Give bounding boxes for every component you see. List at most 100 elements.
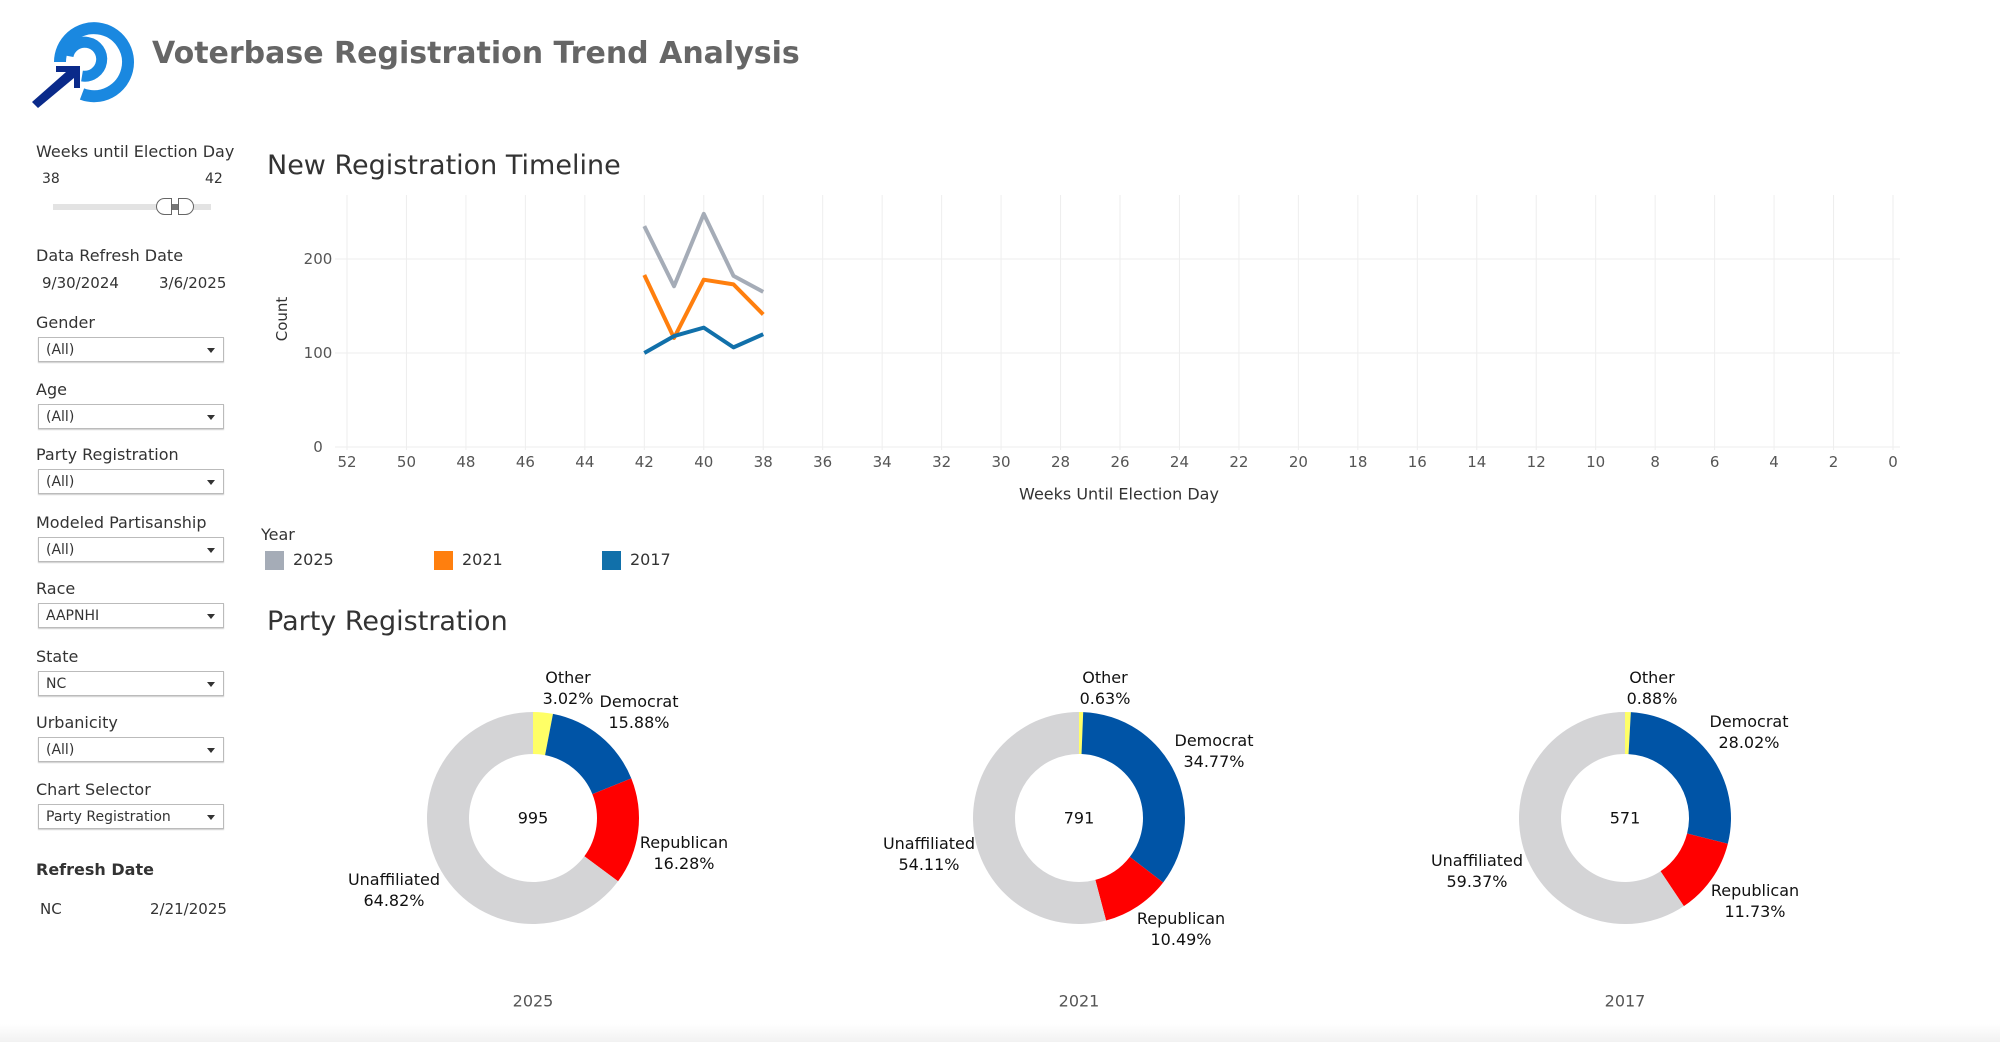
modeled-partisanship-label: Modeled Partisanship	[36, 513, 207, 532]
urbanicity-dropdown[interactable]: (All)	[38, 737, 224, 762]
weeks-max-value: 42	[205, 171, 223, 187]
x-tick-label: 48	[456, 453, 476, 471]
x-tick-label: 12	[1526, 453, 1546, 471]
x-tick-label: 40	[694, 453, 714, 471]
legend-swatch-2017[interactable]	[602, 551, 621, 570]
modeled-partisanship-value: (All)	[46, 542, 75, 558]
x-tick-label: 2	[1828, 453, 1839, 471]
slice-percent: 16.28%	[653, 854, 715, 873]
donut-slice-other[interactable]	[1079, 712, 1084, 755]
donut-label: Other 0.88%	[1627, 667, 1678, 709]
slice-name: Unaffiliated	[347, 870, 441, 889]
slice-name: Democrat	[1709, 712, 1789, 731]
party-registration-label: Party Registration	[36, 445, 179, 464]
donut-total: 791	[1063, 808, 1095, 828]
party-registration-value: (All)	[46, 474, 75, 490]
refresh-range-start[interactable]: 9/30/2024	[42, 274, 119, 292]
x-tick-label: 18	[1348, 453, 1368, 471]
chevron-down-icon[interactable]	[207, 748, 215, 753]
legend-label-2025[interactable]: 2025	[293, 550, 334, 569]
weeks-slider-handle-high[interactable]	[178, 198, 194, 215]
weeks-slider-track[interactable]	[53, 204, 211, 210]
chart-selector-label: Chart Selector	[36, 780, 151, 799]
gender-dropdown[interactable]: (All)	[38, 337, 224, 362]
refresh-range-end[interactable]: 3/6/2025	[159, 274, 227, 292]
donut-label: Other 3.02%	[543, 667, 594, 709]
chevron-down-icon[interactable]	[207, 480, 215, 485]
series-line-2025[interactable]	[642, 211, 765, 294]
slice-percent: 0.63%	[1079, 689, 1131, 708]
slice-percent: 34.77%	[1183, 752, 1245, 771]
race-value: AAPNHI	[46, 608, 100, 624]
timeline-title: New Registration Timeline	[267, 150, 621, 181]
donut-slice-democrat[interactable]	[1628, 712, 1732, 844]
x-tick-label: 32	[932, 453, 952, 471]
donut-slice-unaffiliated[interactable]	[426, 712, 619, 925]
donut-total: 571	[1609, 808, 1641, 828]
race-label: Race	[36, 579, 76, 598]
slice-name: Unaffiliated	[1430, 851, 1524, 870]
donut-slice-republican[interactable]	[1095, 856, 1164, 921]
donut-label: Democrat 15.88%	[600, 691, 679, 733]
legend-label-2021[interactable]: 2021	[462, 550, 503, 569]
chevron-down-icon[interactable]	[207, 348, 215, 353]
age-label: Age	[36, 380, 67, 399]
donut-total: 995	[517, 808, 549, 828]
x-tick-label: 8	[1650, 453, 1660, 471]
x-tick-label: 14	[1467, 453, 1487, 471]
state-value: NC	[46, 676, 67, 692]
series-line-2021[interactable]	[642, 274, 765, 340]
x-tick-label: 26	[1110, 453, 1130, 471]
donut-label: Republican 10.49%	[1137, 908, 1225, 950]
chevron-down-icon[interactable]	[207, 548, 215, 553]
slice-name: Democrat	[1174, 731, 1254, 750]
slice-name: Other	[1082, 668, 1128, 687]
x-tick-label: 46	[515, 453, 535, 471]
urbanicity-label: Urbanicity	[36, 713, 118, 732]
x-tick-label: 50	[396, 453, 416, 471]
slice-percent: 64.82%	[363, 891, 425, 910]
legend-swatch-2021[interactable]	[434, 551, 453, 570]
x-tick-label: 38	[753, 453, 773, 471]
refresh-date-state: NC	[40, 900, 62, 918]
slice-percent: 3.02%	[542, 689, 594, 708]
weeks-min-value: 38	[42, 171, 60, 187]
y-tick-label: 0	[313, 438, 323, 456]
series-line-2017[interactable]	[643, 325, 765, 355]
legend-label-2017[interactable]: 2017	[630, 550, 671, 569]
donut-slice-unaffiliated[interactable]	[1519, 712, 1684, 925]
donut-slice-democrat[interactable]	[545, 713, 632, 795]
donut-slice-democrat[interactable]	[1081, 712, 1185, 883]
donut-slice-republican[interactable]	[1660, 833, 1728, 907]
donut-slice-other[interactable]	[1625, 712, 1631, 755]
age-dropdown[interactable]: (All)	[38, 404, 224, 429]
x-axis-title: Weeks Until Election Day	[1019, 484, 1219, 504]
weeks-slider-handle-low[interactable]	[156, 198, 172, 215]
modeled-partisanship-dropdown[interactable]: (All)	[38, 537, 224, 562]
state-dropdown[interactable]: NC	[38, 671, 224, 696]
slice-percent: 28.02%	[1718, 733, 1780, 752]
x-tick-label: 0	[1888, 453, 1898, 471]
chevron-down-icon[interactable]	[207, 614, 215, 619]
x-tick-label: 36	[813, 453, 833, 471]
chevron-down-icon[interactable]	[207, 682, 215, 687]
refresh-date-value: 2/21/2025	[150, 900, 227, 918]
x-tick-label: 4	[1769, 453, 1779, 471]
x-tick-label: 44	[575, 453, 595, 471]
footer-shade	[0, 1024, 2000, 1042]
y-tick-label: 200	[303, 250, 333, 268]
donut-slice-other[interactable]	[533, 712, 553, 756]
urbanicity-value: (All)	[46, 742, 75, 758]
chevron-down-icon[interactable]	[207, 415, 215, 420]
slice-percent: 11.73%	[1724, 902, 1786, 921]
donut-label: Unaffiliated 59.37%	[1431, 850, 1523, 892]
slice-percent: 54.11%	[898, 855, 960, 874]
chevron-down-icon[interactable]	[207, 815, 215, 820]
legend-swatch-2025[interactable]	[265, 551, 284, 570]
x-tick-label: 28	[1050, 453, 1071, 471]
chart-selector-dropdown[interactable]: Party Registration	[38, 804, 224, 829]
race-dropdown[interactable]: AAPNHI	[38, 603, 224, 628]
donut-slice-republican[interactable]	[584, 778, 639, 882]
donut-slice-unaffiliated[interactable]	[973, 712, 1107, 924]
party-registration-dropdown[interactable]: (All)	[38, 469, 224, 494]
